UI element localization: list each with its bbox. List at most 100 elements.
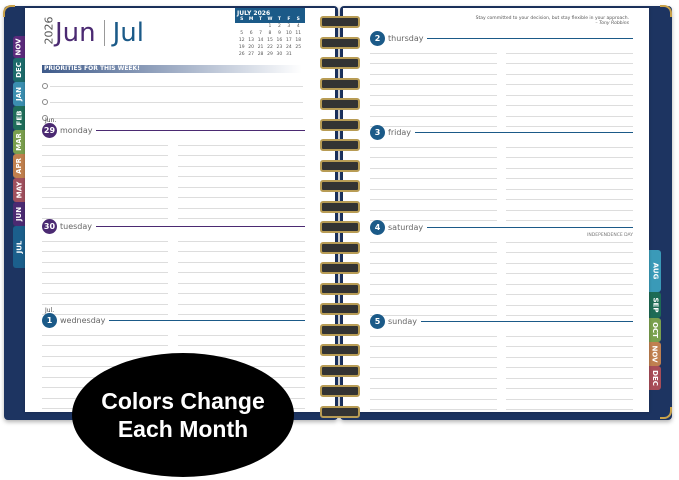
- writing-line[interactable]: [42, 366, 168, 367]
- month-tab-may[interactable]: MAY: [13, 178, 25, 202]
- writing-line[interactable]: [42, 293, 168, 294]
- writing-line[interactable]: [370, 377, 497, 379]
- writing-line[interactable]: [506, 304, 633, 306]
- writing-line[interactable]: [370, 294, 497, 295]
- writing-line[interactable]: [370, 63, 497, 64]
- writing-line[interactable]: [506, 63, 633, 64]
- month-tab-jun[interactable]: JUN: [13, 202, 25, 226]
- writing-line[interactable]: [178, 218, 305, 219]
- writing-line[interactable]: [506, 262, 633, 264]
- writing-line[interactable]: [370, 367, 497, 368]
- writing-line[interactable]: [506, 367, 633, 368]
- writing-line[interactable]: [42, 144, 168, 146]
- writing-line[interactable]: [42, 303, 168, 305]
- month-tab-feb[interactable]: FEB: [13, 106, 25, 130]
- month-tab-nov[interactable]: NOV: [649, 342, 661, 366]
- writing-line[interactable]: [370, 398, 497, 400]
- writing-line[interactable]: [370, 283, 497, 285]
- writing-line[interactable]: [178, 261, 305, 263]
- writing-line[interactable]: [506, 283, 633, 285]
- writing-line[interactable]: [506, 94, 633, 96]
- writing-line[interactable]: [370, 273, 497, 274]
- writing-line[interactable]: [42, 186, 168, 188]
- priority-line[interactable]: [50, 102, 303, 103]
- writing-line[interactable]: [42, 207, 168, 209]
- writing-line[interactable]: [370, 346, 497, 347]
- writing-line[interactable]: [506, 52, 633, 54]
- writing-line[interactable]: [370, 73, 497, 75]
- writing-line[interactable]: [370, 105, 497, 106]
- writing-line[interactable]: [370, 157, 497, 158]
- writing-line[interactable]: [370, 304, 497, 306]
- writing-line[interactable]: [178, 251, 305, 252]
- writing-line[interactable]: [370, 178, 497, 179]
- writing-line[interactable]: [506, 377, 633, 379]
- writing-line[interactable]: [506, 209, 633, 211]
- writing-line[interactable]: [370, 209, 497, 211]
- writing-line[interactable]: [506, 167, 633, 169]
- writing-line[interactable]: [370, 241, 497, 243]
- writing-line[interactable]: [42, 355, 168, 357]
- writing-line[interactable]: [506, 220, 633, 221]
- writing-line[interactable]: [42, 261, 168, 263]
- writing-line[interactable]: [506, 388, 633, 389]
- writing-line[interactable]: [42, 282, 168, 284]
- writing-line[interactable]: [42, 272, 168, 273]
- writing-line[interactable]: [506, 241, 633, 243]
- writing-line[interactable]: [506, 335, 633, 337]
- writing-line[interactable]: [506, 188, 633, 190]
- writing-line[interactable]: [178, 144, 305, 146]
- writing-line[interactable]: [506, 126, 633, 127]
- writing-line[interactable]: [42, 155, 168, 156]
- writing-line[interactable]: [178, 303, 305, 305]
- writing-line[interactable]: [178, 176, 305, 177]
- writing-line[interactable]: [42, 165, 168, 167]
- month-tab-sep[interactable]: SEP: [649, 292, 661, 318]
- writing-line[interactable]: [178, 355, 305, 357]
- month-tab-dec[interactable]: DEC: [13, 58, 25, 82]
- writing-line[interactable]: [370, 199, 497, 200]
- writing-line[interactable]: [370, 115, 497, 117]
- month-tab-nov[interactable]: NOV: [13, 36, 25, 58]
- writing-line[interactable]: [178, 207, 305, 209]
- writing-line[interactable]: [178, 272, 305, 273]
- writing-line[interactable]: [178, 314, 305, 315]
- month-tab-apr[interactable]: APR: [13, 154, 25, 178]
- writing-line[interactable]: [370, 252, 497, 253]
- writing-line[interactable]: [178, 165, 305, 167]
- writing-line[interactable]: [42, 197, 168, 198]
- writing-line[interactable]: [42, 314, 168, 315]
- writing-line[interactable]: [42, 334, 168, 336]
- writing-line[interactable]: [370, 315, 497, 316]
- writing-line[interactable]: [506, 84, 633, 85]
- writing-line[interactable]: [178, 240, 305, 242]
- writing-line[interactable]: [506, 199, 633, 200]
- writing-line[interactable]: [42, 251, 168, 252]
- writing-line[interactable]: [506, 157, 633, 158]
- priority-line[interactable]: [50, 118, 303, 119]
- writing-line[interactable]: [506, 315, 633, 316]
- writing-line[interactable]: [178, 334, 305, 336]
- writing-line[interactable]: [370, 94, 497, 96]
- writing-line[interactable]: [506, 115, 633, 117]
- month-tab-dec[interactable]: DEC: [649, 366, 661, 390]
- writing-line[interactable]: [370, 388, 497, 389]
- writing-line[interactable]: [506, 294, 633, 295]
- writing-line[interactable]: [42, 176, 168, 177]
- writing-line[interactable]: [178, 186, 305, 188]
- writing-line[interactable]: [370, 409, 497, 410]
- writing-line[interactable]: [370, 126, 497, 127]
- writing-line[interactable]: [506, 398, 633, 400]
- month-tab-jan[interactable]: JAN: [13, 82, 25, 106]
- writing-line[interactable]: [42, 240, 168, 242]
- writing-line[interactable]: [370, 52, 497, 54]
- priority-line[interactable]: [50, 86, 303, 87]
- writing-line[interactable]: [506, 252, 633, 253]
- writing-line[interactable]: [178, 197, 305, 198]
- month-tab-aug[interactable]: AUG: [649, 250, 661, 292]
- writing-line[interactable]: [506, 346, 633, 347]
- writing-line[interactable]: [370, 262, 497, 264]
- writing-line[interactable]: [178, 155, 305, 156]
- writing-line[interactable]: [506, 178, 633, 179]
- writing-line[interactable]: [506, 105, 633, 106]
